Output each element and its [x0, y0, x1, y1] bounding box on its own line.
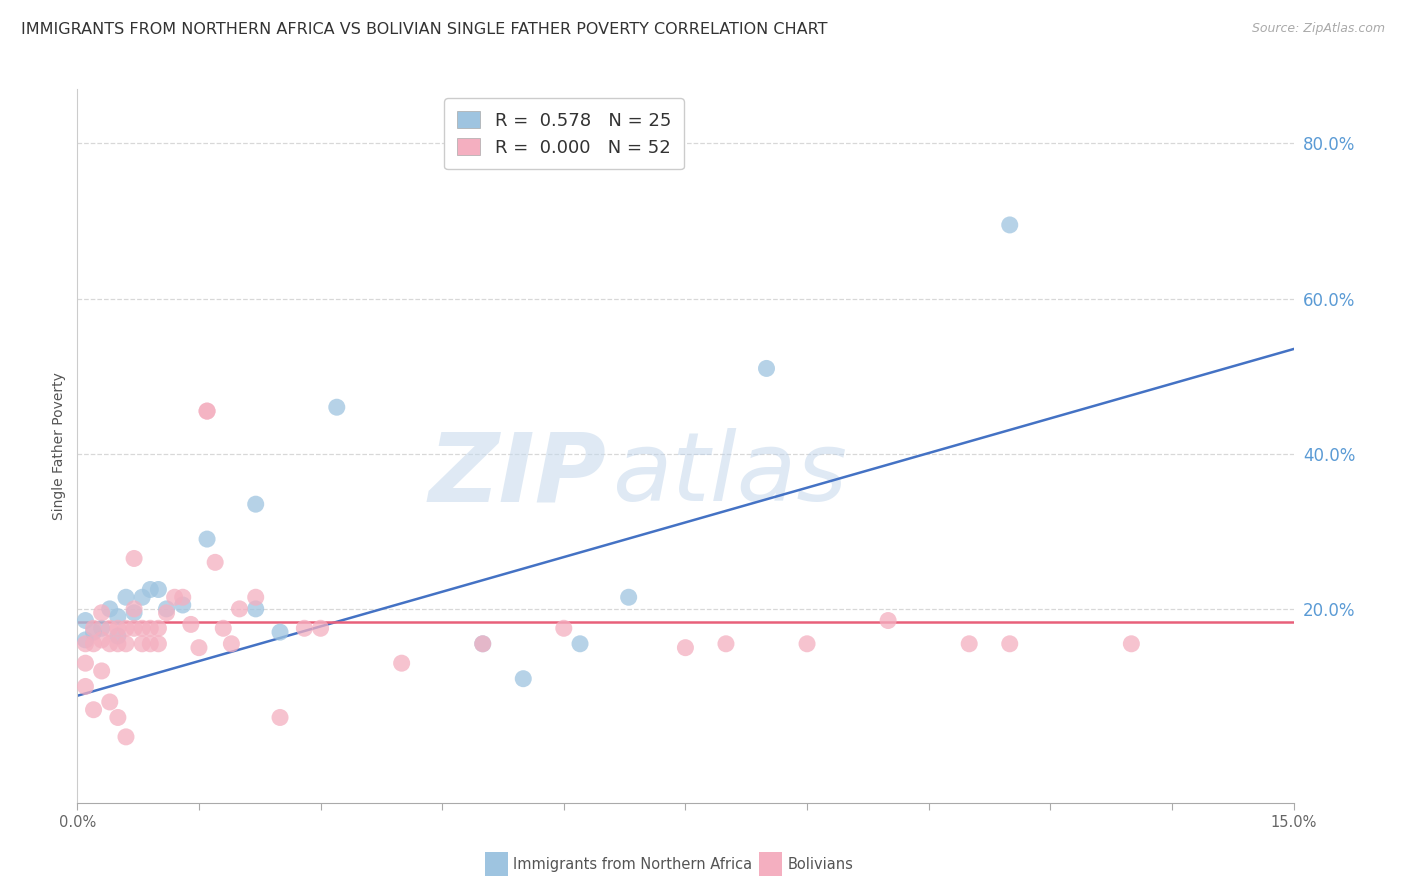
Point — [139, 637, 162, 651]
Point — [139, 621, 162, 635]
Point — [122, 621, 145, 635]
Point — [131, 591, 153, 605]
Point — [90, 621, 112, 635]
Text: Immigrants from Northern Africa: Immigrants from Northern Africa — [513, 857, 752, 871]
Point — [292, 621, 315, 635]
Point — [90, 632, 112, 647]
Text: IMMIGRANTS FROM NORTHERN AFRICA VS BOLIVIAN SINGLE FATHER POVERTY CORRELATION CH: IMMIGRANTS FROM NORTHERN AFRICA VS BOLIV… — [21, 22, 828, 37]
Point — [107, 629, 129, 643]
Point — [115, 591, 138, 605]
Point — [471, 637, 494, 651]
Point — [245, 602, 267, 616]
Point — [131, 621, 153, 635]
Point — [195, 404, 218, 418]
Point — [131, 637, 153, 651]
Point — [617, 591, 640, 605]
Point — [83, 625, 105, 640]
Point — [83, 621, 105, 635]
Point — [148, 621, 170, 635]
Point — [269, 625, 291, 640]
Text: Source: ZipAtlas.com: Source: ZipAtlas.com — [1251, 22, 1385, 36]
Text: atlas: atlas — [613, 428, 848, 521]
Point — [107, 609, 129, 624]
Point — [755, 361, 778, 376]
Point — [83, 637, 105, 651]
Point — [877, 614, 900, 628]
Point — [204, 555, 226, 569]
Point — [188, 640, 211, 655]
Point — [107, 621, 129, 635]
Point — [163, 591, 186, 605]
Point — [471, 637, 494, 651]
Point — [107, 637, 129, 651]
Point — [83, 703, 105, 717]
Point — [221, 637, 243, 651]
Point — [957, 637, 980, 651]
Point — [122, 602, 145, 616]
Point — [796, 637, 818, 651]
Point — [714, 637, 737, 651]
Point — [998, 637, 1021, 651]
Point — [115, 730, 138, 744]
Point — [115, 637, 138, 651]
Point — [998, 218, 1021, 232]
Point — [212, 621, 235, 635]
Point — [195, 404, 218, 418]
Point — [139, 582, 162, 597]
Point — [1121, 637, 1143, 651]
Point — [155, 602, 177, 616]
Point — [115, 621, 138, 635]
Point — [309, 621, 332, 635]
Point — [391, 656, 413, 670]
Y-axis label: Single Father Poverty: Single Father Poverty — [52, 372, 66, 520]
Point — [553, 621, 575, 635]
Point — [98, 695, 121, 709]
Point — [195, 532, 218, 546]
Point — [245, 591, 267, 605]
Text: Bolivians: Bolivians — [787, 857, 853, 871]
Point — [172, 598, 194, 612]
Point — [98, 637, 121, 651]
Point — [180, 617, 202, 632]
Point — [155, 606, 177, 620]
Text: ZIP: ZIP — [429, 428, 606, 521]
Point — [172, 591, 194, 605]
Point — [269, 710, 291, 724]
Point — [107, 710, 129, 724]
Point — [122, 606, 145, 620]
Point — [75, 637, 97, 651]
Point — [98, 621, 121, 635]
Point — [90, 664, 112, 678]
Point — [675, 640, 697, 655]
Point — [326, 401, 349, 415]
Point — [75, 632, 97, 647]
Point — [148, 582, 170, 597]
Point — [90, 606, 112, 620]
Point — [512, 672, 534, 686]
Point — [75, 680, 97, 694]
Point — [75, 614, 97, 628]
Point — [75, 656, 97, 670]
Point — [98, 602, 121, 616]
Point — [569, 637, 592, 651]
Point — [148, 637, 170, 651]
Legend: R =  0.578   N = 25, R =  0.000   N = 52: R = 0.578 N = 25, R = 0.000 N = 52 — [444, 98, 683, 169]
Point — [245, 497, 267, 511]
Point — [122, 551, 145, 566]
Point — [228, 602, 250, 616]
